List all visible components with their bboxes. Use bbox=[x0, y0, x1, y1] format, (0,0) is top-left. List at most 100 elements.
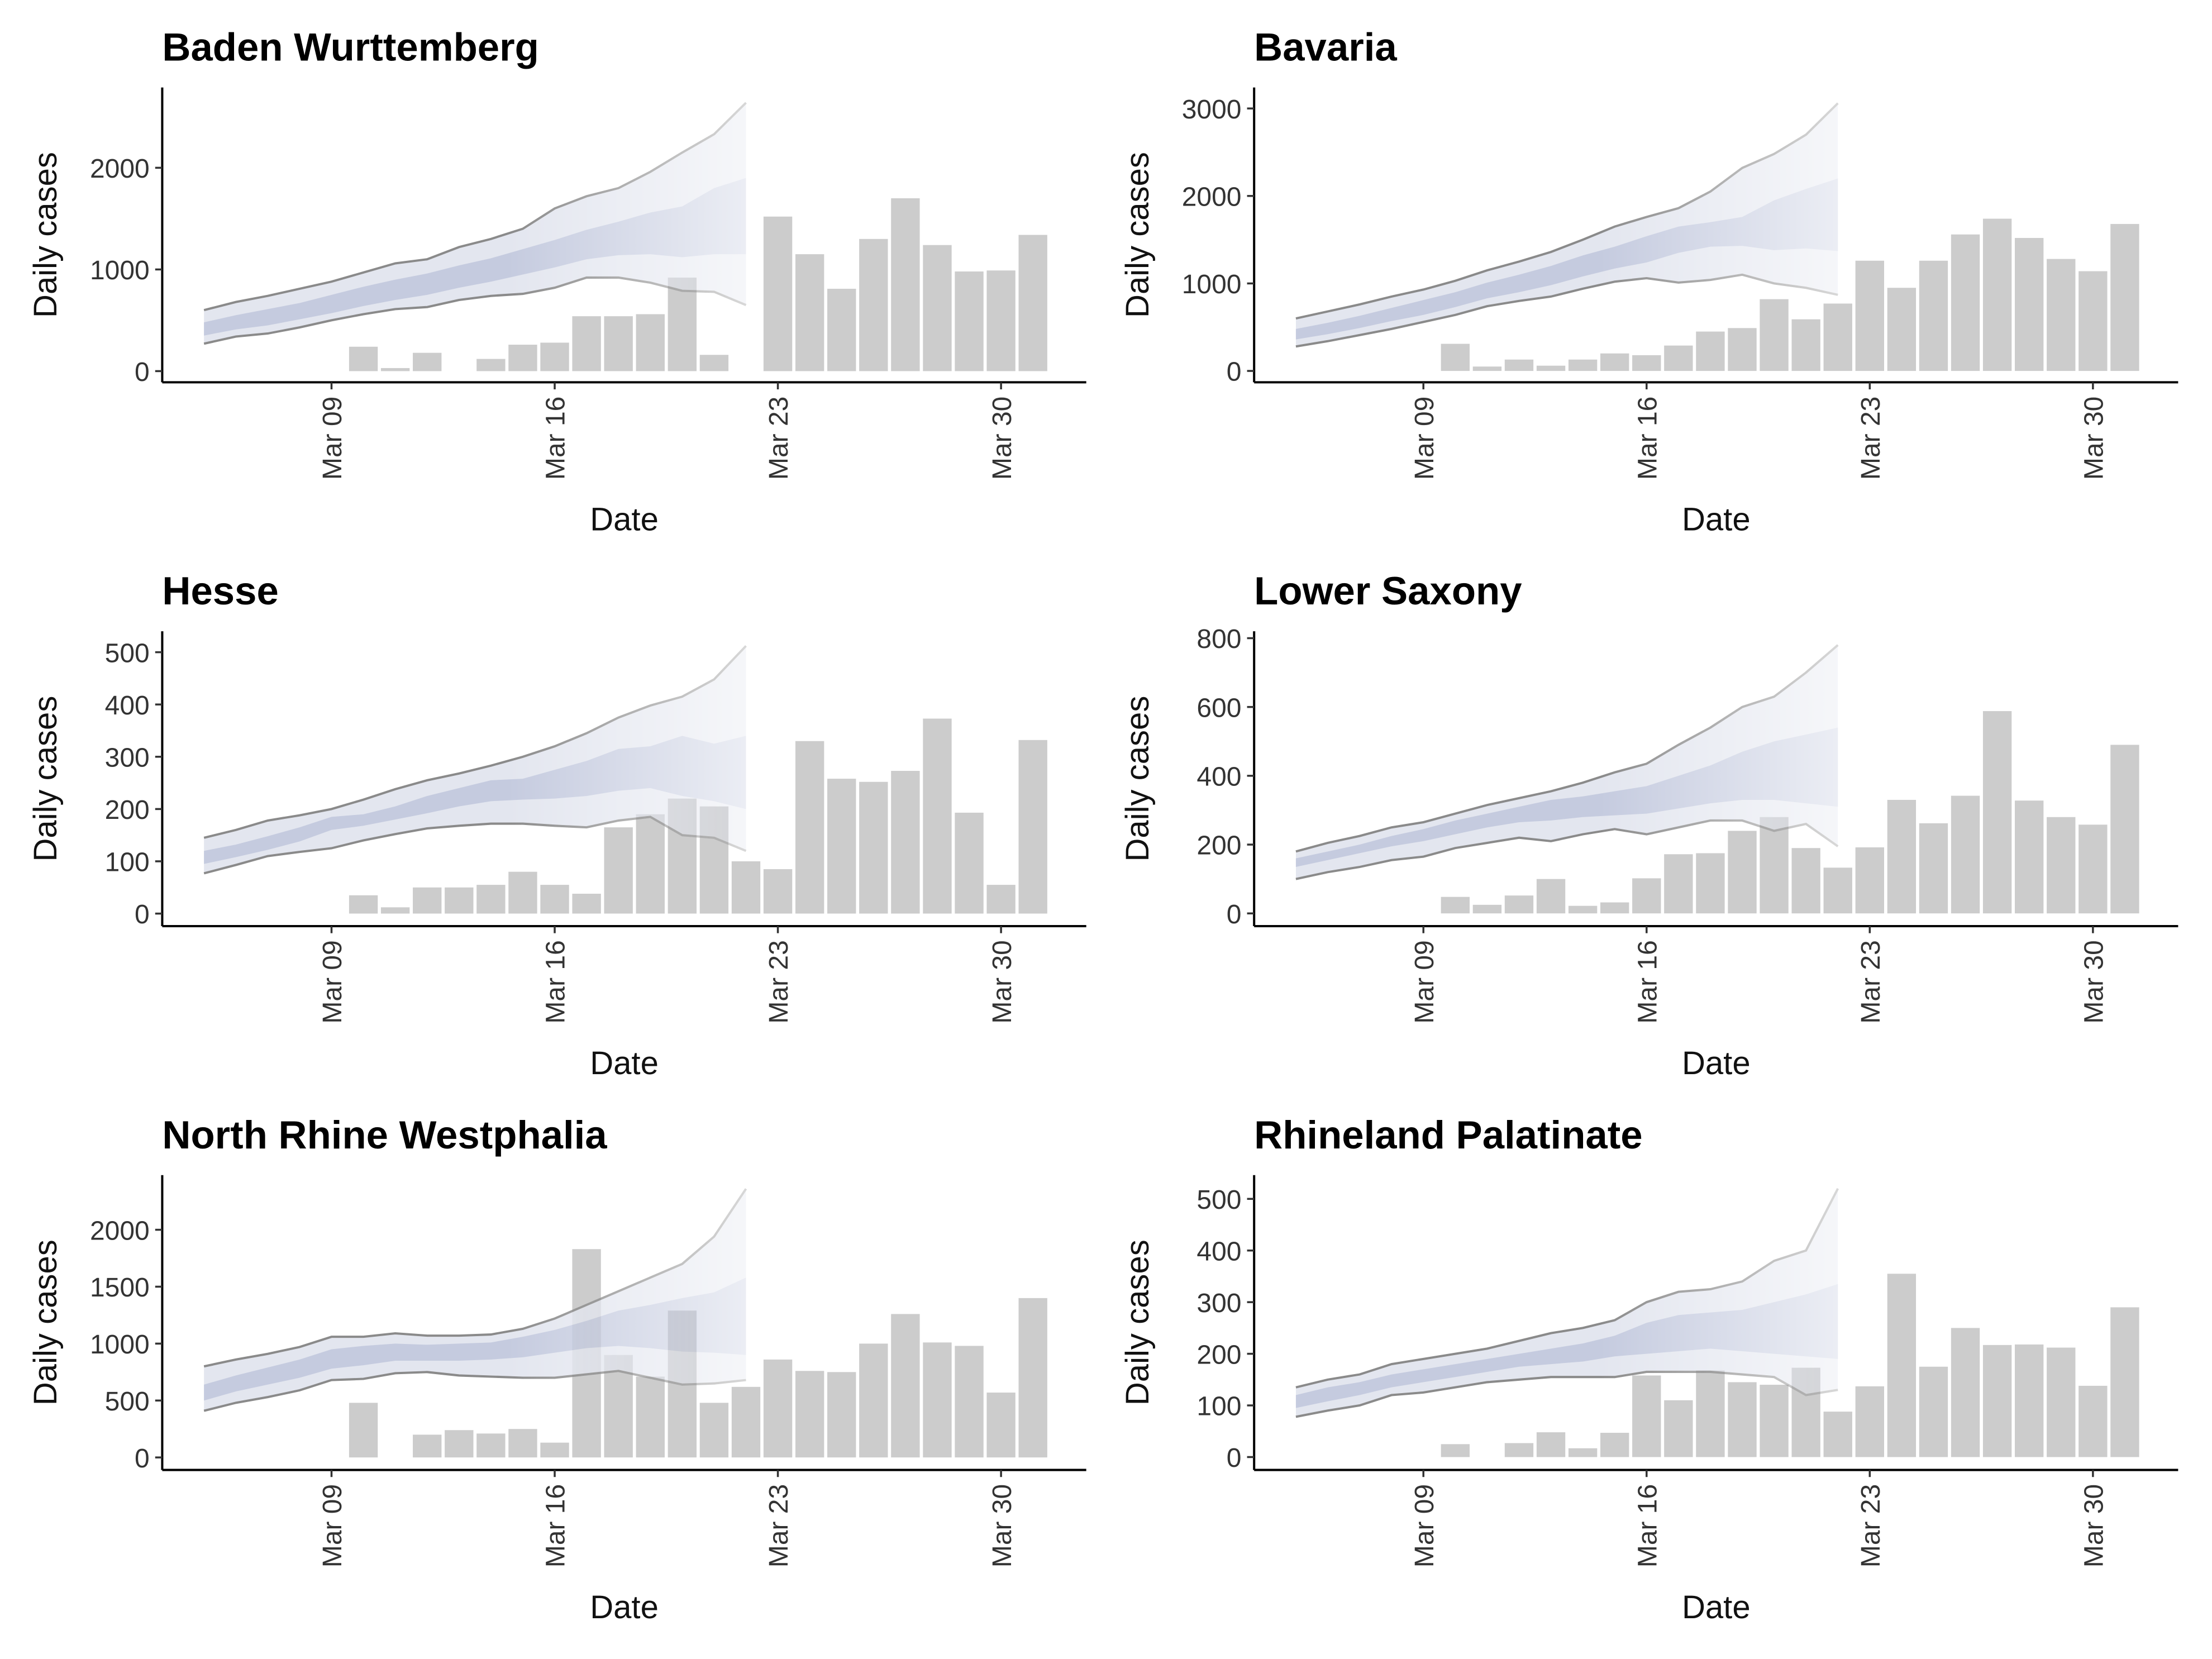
bar bbox=[1018, 740, 1047, 914]
bar bbox=[1728, 1382, 1757, 1457]
bar bbox=[413, 887, 442, 914]
bar bbox=[1600, 353, 1629, 371]
forecast-bound-line bbox=[1295, 1188, 1839, 1389]
panel: Hesse Daily cases Date 0 100 200 300 400 500 Mar … bbox=[27, 569, 1086, 1081]
x-tick-label: Mar 09 bbox=[318, 1484, 347, 1567]
forecast bbox=[203, 1188, 747, 1412]
bar bbox=[604, 316, 633, 371]
bar bbox=[1887, 799, 1917, 914]
bar bbox=[2078, 1385, 2108, 1457]
x-tick-label: Mar 16 bbox=[1633, 940, 1662, 1023]
panel-title: Bavaria bbox=[1254, 25, 1397, 69]
forecast bbox=[1295, 1188, 1839, 1418]
bar bbox=[955, 812, 984, 914]
x-tick-label: Mar 23 bbox=[1856, 397, 1886, 480]
y-tick-label: 800 bbox=[1196, 624, 1241, 654]
bar bbox=[1728, 831, 1757, 914]
bar bbox=[1504, 895, 1534, 914]
x-tick-label: Mar 09 bbox=[1410, 940, 1439, 1023]
bar bbox=[668, 277, 697, 371]
y-tick-label: 200 bbox=[105, 795, 150, 825]
panel-title: Hesse bbox=[162, 569, 278, 613]
panel: Baden Wurttemberg Daily cases Date 0 1000 200… bbox=[27, 25, 1086, 538]
bar bbox=[795, 741, 824, 914]
bar bbox=[763, 216, 793, 371]
bar bbox=[540, 1442, 569, 1458]
x-axis-label: Date bbox=[590, 502, 659, 538]
bar bbox=[1504, 359, 1534, 371]
y-tick-label: 1000 bbox=[90, 1330, 150, 1360]
y-tick-label: 0 bbox=[1227, 1443, 1242, 1473]
y-tick-label: 2000 bbox=[1182, 182, 1242, 212]
bar bbox=[1568, 359, 1598, 371]
x-tick-label: Mar 23 bbox=[764, 940, 794, 1023]
bar bbox=[1919, 1366, 1948, 1457]
bar bbox=[476, 885, 506, 914]
bar bbox=[1600, 1433, 1629, 1457]
x-tick-label: Mar 09 bbox=[318, 397, 347, 480]
forecast bbox=[1295, 102, 1839, 348]
bar bbox=[476, 359, 506, 371]
y-tick-label: 0 bbox=[135, 900, 150, 929]
x-tick-label: Mar 23 bbox=[764, 1484, 794, 1567]
bar bbox=[891, 198, 920, 371]
bar bbox=[572, 316, 601, 371]
x-axis-label: Date bbox=[1682, 502, 1751, 538]
bar bbox=[1855, 1386, 1884, 1457]
bar bbox=[891, 771, 920, 914]
bar bbox=[1472, 904, 1502, 914]
y-axis-label: Daily cases bbox=[1119, 696, 1156, 862]
forecast-bound-line bbox=[1295, 1370, 1838, 1418]
forecast-bound-line bbox=[203, 102, 747, 312]
panel: North Rhine Westphalia Daily cases Date 0 50… bbox=[27, 1113, 1086, 1625]
bar bbox=[699, 355, 729, 371]
bar bbox=[1632, 1375, 1661, 1457]
bar bbox=[986, 270, 1016, 371]
bar bbox=[2078, 824, 2108, 914]
bar bbox=[2015, 1344, 2044, 1457]
y-axis-label: Daily cases bbox=[1119, 1240, 1156, 1405]
bar bbox=[859, 781, 888, 914]
bar bbox=[1951, 795, 1980, 914]
y-axis-label: Daily cases bbox=[1119, 152, 1156, 318]
bar bbox=[1887, 1274, 1917, 1457]
y-tick-label: 500 bbox=[105, 1387, 150, 1417]
x-tick-label: Mar 30 bbox=[2080, 397, 2109, 480]
bar bbox=[380, 907, 410, 914]
bar bbox=[1760, 817, 1789, 914]
bar bbox=[1018, 1298, 1047, 1458]
bar bbox=[572, 893, 601, 914]
forecast-band bbox=[1295, 727, 1838, 867]
bar bbox=[1982, 218, 2012, 371]
x-tick-label: Mar 16 bbox=[541, 1484, 571, 1567]
forecast-bound-line bbox=[1295, 102, 1839, 320]
bar bbox=[955, 271, 984, 371]
bar bbox=[1504, 1443, 1534, 1457]
bar bbox=[1919, 823, 1948, 914]
bar bbox=[1760, 299, 1789, 371]
bar bbox=[636, 1376, 665, 1458]
bar bbox=[1568, 905, 1598, 914]
y-tick-label: 200 bbox=[1196, 1340, 1241, 1370]
y-tick-label: 500 bbox=[1196, 1185, 1241, 1215]
bar bbox=[445, 887, 474, 914]
bar bbox=[2047, 817, 2076, 914]
forecast-band bbox=[204, 1277, 746, 1401]
bar bbox=[859, 1343, 888, 1458]
bar bbox=[508, 345, 537, 371]
forecast-band bbox=[204, 178, 746, 336]
bar bbox=[1823, 867, 1852, 914]
x-tick-label: Mar 23 bbox=[1856, 940, 1886, 1023]
forecast bbox=[203, 645, 747, 875]
forecast-band bbox=[1295, 178, 1838, 340]
y-tick-label: 0 bbox=[1227, 357, 1242, 387]
x-tick-label: Mar 16 bbox=[541, 940, 571, 1023]
bar bbox=[763, 869, 793, 914]
bar bbox=[1855, 847, 1884, 914]
bar bbox=[986, 885, 1016, 914]
panel-title: Lower Saxony bbox=[1254, 569, 1522, 613]
bar bbox=[1632, 878, 1661, 914]
x-axis-label: Date bbox=[590, 1045, 659, 1081]
